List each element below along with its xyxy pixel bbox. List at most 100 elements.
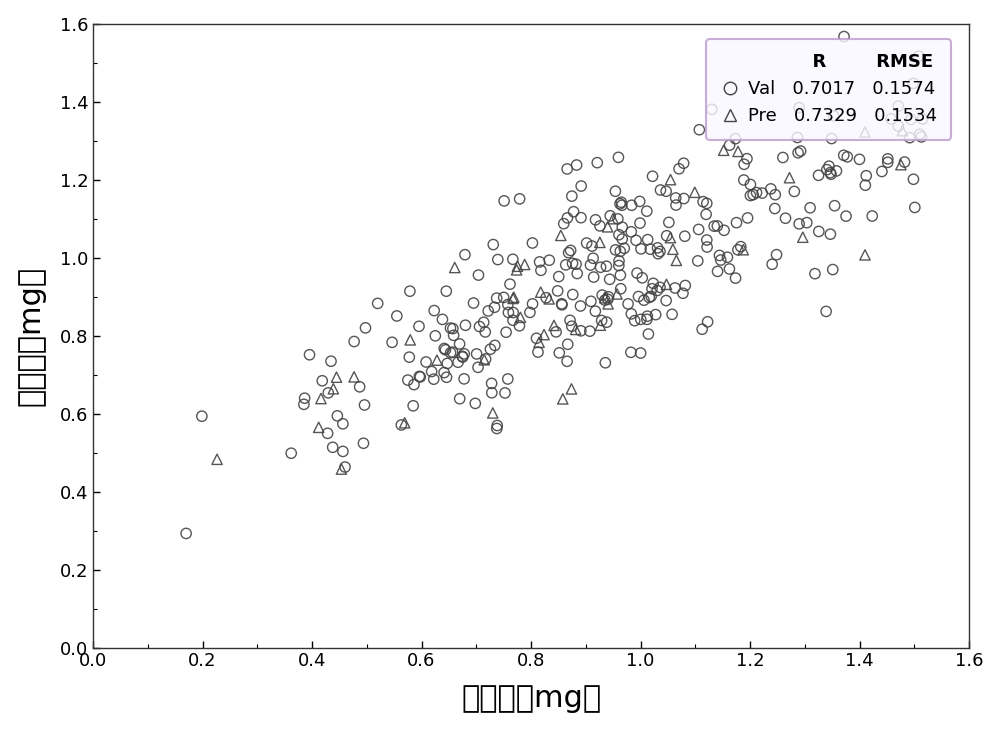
Point	[457, 320, 473, 331]
Point	[639, 313, 655, 325]
Point	[695, 196, 711, 207]
Point	[675, 288, 691, 299]
Point	[668, 199, 684, 211]
Point	[346, 336, 362, 347]
Point	[612, 198, 628, 210]
Point	[559, 163, 575, 174]
Point	[793, 145, 809, 157]
Point	[568, 323, 584, 335]
Point	[565, 258, 581, 269]
Point	[600, 298, 616, 310]
Point	[538, 292, 554, 304]
Point	[411, 371, 427, 383]
Point	[426, 304, 442, 316]
Point	[476, 354, 492, 366]
Point	[505, 315, 521, 326]
Point	[665, 243, 681, 255]
Point	[400, 374, 416, 386]
Point	[719, 251, 735, 263]
Point	[505, 253, 521, 265]
Point	[623, 347, 639, 358]
Point	[754, 187, 770, 199]
Point	[517, 258, 533, 270]
Point	[699, 234, 715, 246]
Point	[677, 231, 693, 242]
Point	[649, 285, 665, 296]
Point	[569, 159, 585, 171]
Point	[357, 399, 373, 411]
Point	[445, 323, 461, 334]
Point	[393, 419, 409, 431]
Point	[522, 307, 538, 318]
Point	[297, 392, 313, 404]
Point	[533, 286, 549, 298]
Point	[777, 212, 793, 224]
Point	[677, 280, 693, 291]
Point	[582, 259, 598, 271]
Point	[564, 320, 580, 332]
Point	[427, 330, 443, 342]
Point	[597, 357, 613, 369]
Point	[329, 410, 345, 422]
Point	[903, 114, 919, 126]
Point	[209, 453, 225, 465]
Point	[880, 156, 896, 168]
Point	[736, 174, 752, 186]
Point	[592, 237, 608, 248]
Point	[825, 264, 841, 275]
Point	[609, 288, 625, 300]
Point	[648, 309, 664, 320]
Point	[690, 255, 706, 266]
Point	[610, 152, 626, 164]
Point	[652, 282, 668, 293]
Point	[450, 356, 466, 368]
Point	[524, 237, 540, 249]
Point	[883, 113, 899, 125]
Point	[325, 442, 341, 453]
Point	[601, 291, 617, 303]
Point	[676, 193, 692, 204]
Point	[915, 113, 931, 125]
Point	[826, 110, 842, 122]
Point	[551, 271, 567, 283]
Point	[489, 292, 505, 304]
Point	[739, 153, 755, 164]
Point	[614, 221, 630, 233]
Point	[283, 447, 299, 459]
Point	[819, 164, 835, 175]
Point	[457, 249, 473, 261]
Point	[691, 124, 707, 136]
Point	[541, 254, 557, 266]
Point	[569, 268, 585, 280]
Point	[632, 218, 648, 229]
Point	[767, 203, 783, 215]
Point	[614, 199, 630, 211]
Point	[827, 200, 843, 212]
Point	[532, 256, 548, 268]
Point	[706, 220, 722, 232]
Point	[629, 267, 645, 279]
Point	[893, 159, 909, 171]
Point	[694, 323, 710, 335]
Point	[406, 379, 422, 391]
Point	[710, 266, 726, 277]
Point	[550, 285, 566, 296]
Point	[880, 153, 896, 165]
Point	[455, 351, 471, 363]
Point	[764, 258, 780, 270]
Point	[333, 464, 349, 475]
Point	[456, 373, 472, 385]
Point	[505, 307, 521, 318]
Point	[469, 348, 485, 360]
Point	[658, 185, 674, 197]
Point	[466, 297, 482, 309]
Point	[807, 268, 823, 280]
Point	[912, 128, 928, 140]
Point	[555, 393, 571, 404]
Point	[607, 185, 623, 197]
Point	[611, 260, 627, 272]
Point	[402, 334, 418, 346]
Point	[541, 293, 557, 304]
Point	[556, 218, 572, 229]
Point	[558, 259, 574, 271]
